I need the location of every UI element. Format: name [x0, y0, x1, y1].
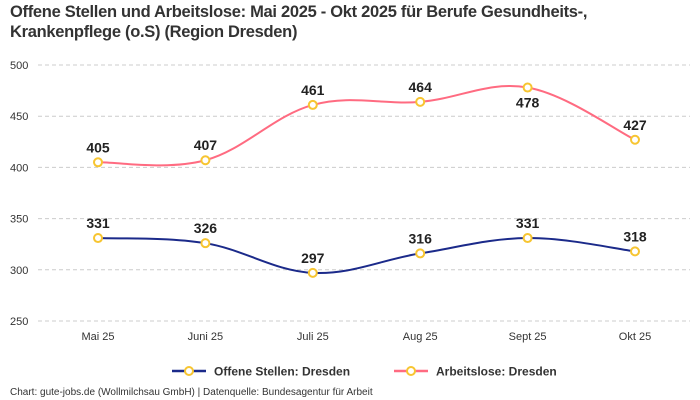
data-label: 461: [301, 82, 325, 98]
data-point[interactable]: [630, 246, 640, 257]
legend-marker-icon: [184, 366, 194, 376]
data-point[interactable]: [93, 233, 103, 244]
data-label: 405: [86, 139, 110, 155]
data-label: 427: [623, 117, 647, 133]
x-tick-label: Juni 25: [188, 331, 223, 343]
legend-label: Offene Stellen: Dresden: [214, 365, 350, 379]
y-tick-label: 500: [10, 60, 28, 72]
series-line-1: [97, 85, 636, 167]
y-tick-label: 450: [10, 111, 28, 123]
chart-title: Offene Stellen und Arbeitslose: Mai 2025…: [10, 3, 588, 41]
data-label: 326: [194, 220, 218, 236]
y-tick-label: 350: [10, 214, 28, 226]
data-point[interactable]: [415, 96, 426, 107]
legend-item[interactable]: Arbeitslose: Dresden: [394, 365, 557, 379]
legend-marker-icon: [406, 366, 416, 376]
chart-footer: Chart: gute-jobs.de (Wollmilchsau GmbH) …: [10, 387, 373, 398]
data-label: 331: [516, 215, 540, 231]
data-label: 407: [194, 137, 218, 153]
x-tick-label: Sept 25: [509, 331, 547, 343]
data-point[interactable]: [630, 134, 640, 145]
legend-item[interactable]: Offene Stellen: Dresden: [172, 365, 350, 379]
y-tick-label: 250: [10, 316, 28, 328]
data-point[interactable]: [522, 233, 533, 244]
data-label: 478: [516, 95, 540, 111]
x-tick-label: Mai 25: [81, 331, 114, 343]
data-point[interactable]: [522, 82, 533, 93]
y-tick-label: 400: [10, 162, 28, 174]
data-point[interactable]: [200, 238, 211, 249]
data-label: 331: [86, 215, 110, 231]
data-label: 316: [409, 230, 433, 246]
data-point[interactable]: [93, 157, 103, 168]
data-label: 318: [623, 228, 647, 244]
data-point[interactable]: [415, 248, 426, 259]
y-tick-label: 300: [10, 265, 28, 277]
data-point[interactable]: [307, 267, 318, 278]
data-label: 464: [409, 79, 433, 95]
legend-label: Arbeitslose: Dresden: [436, 365, 557, 379]
x-tick-label: Okt 25: [619, 331, 651, 343]
x-tick-label: Aug 25: [403, 331, 438, 343]
x-tick-label: Juli 25: [297, 331, 329, 343]
data-point[interactable]: [307, 99, 318, 110]
data-label: 297: [301, 250, 325, 266]
series-line-0: [97, 237, 636, 274]
data-point[interactable]: [200, 155, 211, 166]
